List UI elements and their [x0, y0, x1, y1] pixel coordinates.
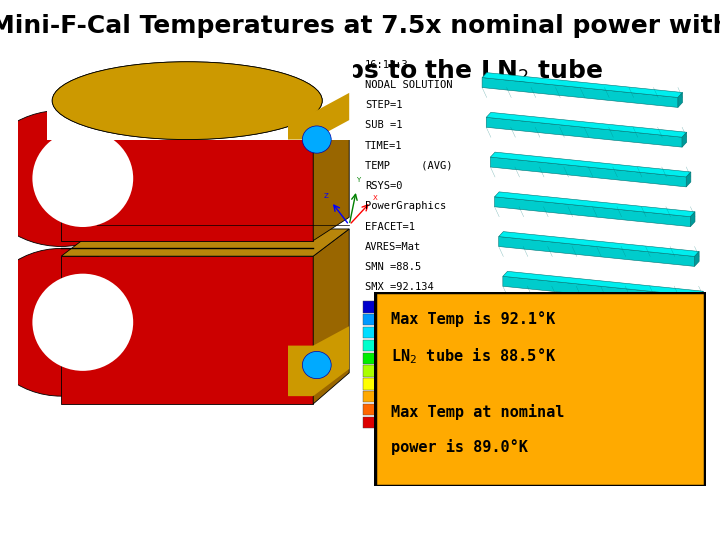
Polygon shape	[503, 276, 698, 306]
Bar	[363, 366, 382, 377]
Text: power is 89.0°K: power is 89.0°K	[391, 440, 528, 455]
Bar	[363, 314, 382, 326]
Text: X: X	[373, 195, 377, 201]
Ellipse shape	[0, 110, 142, 246]
Text: 24 6x44mm straps to the LN$_2$ tube: 24 6x44mm straps to the LN$_2$ tube	[117, 57, 603, 85]
Polygon shape	[495, 197, 690, 227]
Polygon shape	[690, 212, 695, 227]
Bar	[363, 417, 382, 428]
Bar	[363, 404, 382, 415]
Polygon shape	[682, 132, 687, 147]
Text: PowerGraphics: PowerGraphics	[365, 201, 446, 211]
Text: SMN =88.5: SMN =88.5	[365, 262, 421, 272]
Polygon shape	[288, 326, 349, 396]
Text: 90.923: 90.923	[385, 379, 423, 389]
Text: NODAL SOLUTION: NODAL SOLUTION	[365, 80, 452, 90]
Polygon shape	[482, 72, 683, 97]
Text: RSYS=0: RSYS=0	[365, 181, 402, 191]
Text: 92.134: 92.134	[385, 417, 423, 427]
Polygon shape	[499, 237, 695, 266]
Polygon shape	[698, 291, 703, 306]
Bar	[363, 353, 382, 364]
Polygon shape	[495, 192, 695, 217]
Polygon shape	[486, 117, 682, 147]
Polygon shape	[486, 112, 687, 137]
Polygon shape	[490, 152, 691, 177]
Text: TEMP     (AVG): TEMP (AVG)	[365, 161, 452, 171]
Text: 91.73: 91.73	[385, 404, 417, 415]
Polygon shape	[61, 229, 349, 256]
Text: Max Temp at nominal: Max Temp at nominal	[391, 404, 564, 420]
Polygon shape	[313, 229, 349, 404]
Ellipse shape	[32, 130, 133, 227]
Text: 89.71: 89.71	[385, 340, 417, 350]
Polygon shape	[482, 78, 678, 107]
Polygon shape	[288, 93, 349, 139]
Text: 89.308: 89.308	[385, 328, 423, 338]
Text: 90.115: 90.115	[385, 353, 423, 363]
Text: SUB =1: SUB =1	[365, 120, 402, 131]
Text: Y: Y	[356, 177, 361, 183]
Text: 91.327: 91.327	[385, 392, 423, 402]
Polygon shape	[313, 93, 349, 241]
Polygon shape	[490, 157, 686, 187]
Ellipse shape	[302, 352, 331, 379]
Ellipse shape	[302, 126, 331, 153]
Text: 90.519: 90.519	[385, 366, 423, 376]
Text: Z: Z	[324, 193, 329, 199]
Bar	[363, 301, 382, 313]
Text: LN$_2$ tube is 88.5°K: LN$_2$ tube is 88.5°K	[391, 346, 557, 366]
Polygon shape	[695, 252, 699, 266]
Text: EFACET=1: EFACET=1	[365, 221, 415, 232]
Ellipse shape	[32, 274, 133, 371]
Text: 88.904: 88.904	[385, 315, 423, 325]
Polygon shape	[61, 112, 313, 241]
Polygon shape	[686, 172, 691, 187]
Bar	[47, 23, 353, 139]
Bar	[363, 378, 382, 389]
Text: SMX =92.134: SMX =92.134	[365, 282, 433, 292]
Ellipse shape	[53, 62, 323, 139]
Bar	[363, 340, 382, 351]
Ellipse shape	[53, 62, 323, 139]
Polygon shape	[499, 232, 699, 256]
Ellipse shape	[0, 248, 142, 396]
Polygon shape	[678, 92, 683, 107]
Text: Max Temp is 92.1°K: Max Temp is 92.1°K	[391, 311, 555, 327]
Bar	[363, 327, 382, 338]
Text: AVRES=Mat: AVRES=Mat	[365, 242, 421, 252]
Text: STEP=1: STEP=1	[365, 100, 402, 110]
Bar	[363, 391, 382, 402]
Polygon shape	[61, 93, 349, 112]
Text: 88.5: 88.5	[385, 302, 410, 312]
Polygon shape	[503, 271, 703, 296]
Text: 16:11:3: 16:11:3	[365, 60, 408, 70]
Text: Mini-F-Cal Temperatures at 7.5x nominal power with: Mini-F-Cal Temperatures at 7.5x nominal …	[0, 14, 720, 37]
Text: TIME=1: TIME=1	[365, 141, 402, 151]
Polygon shape	[61, 256, 313, 404]
